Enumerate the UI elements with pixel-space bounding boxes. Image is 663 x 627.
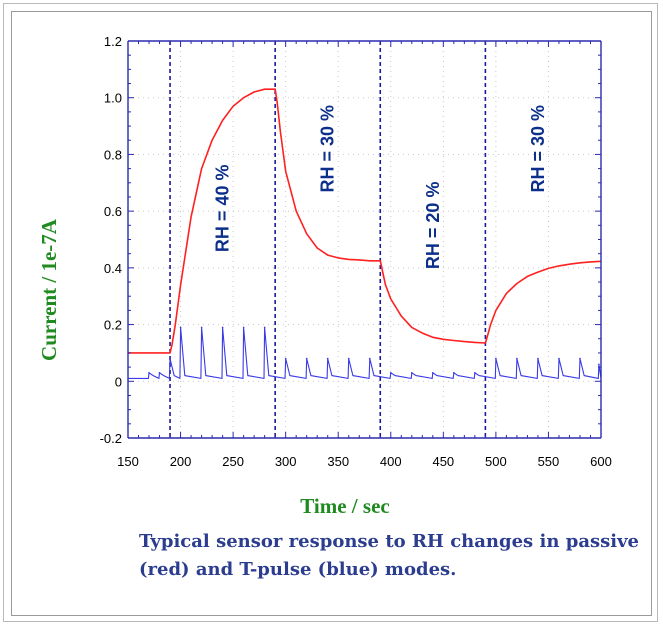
y-tick-label: 1.0 xyxy=(104,91,122,106)
figure-inner-frame xyxy=(11,11,652,616)
pulse-peak-point xyxy=(169,357,171,360)
plot-frame xyxy=(127,40,602,439)
series-passive-line xyxy=(128,88,602,354)
y-tick-label: 0.4 xyxy=(104,261,122,276)
pulse-peak-point xyxy=(368,357,371,360)
pulse-peak-point xyxy=(263,326,266,329)
pulse-peak-point xyxy=(495,357,497,360)
pulse-peak-point xyxy=(558,357,560,360)
pulse-peak-point xyxy=(453,371,455,374)
y-tick-label: 0 xyxy=(115,374,122,389)
x-tick-label: 300 xyxy=(275,454,297,469)
pulse-peak-point xyxy=(242,326,245,329)
pulse-peak-point xyxy=(516,357,518,360)
y-tick-label: 0.2 xyxy=(104,318,122,333)
rh-annotation: RH = 40 % xyxy=(213,165,233,253)
rh-annotation: RH = 30 % xyxy=(318,105,338,193)
pulse-peak-point xyxy=(200,326,203,329)
rh-annotation: RH = 20 % xyxy=(423,182,443,270)
pulse-peak-point xyxy=(411,371,413,374)
y-tick-label: -0.2 xyxy=(100,431,122,446)
pulse-peak-point xyxy=(305,357,308,360)
rh-annotation: RH = 30 % xyxy=(528,105,548,193)
x-tick-label: 400 xyxy=(380,454,402,469)
x-tick-label: 600 xyxy=(590,454,612,469)
x-tick-label: 450 xyxy=(432,454,454,469)
x-tick-label: 200 xyxy=(170,454,192,469)
pulse-peak-point xyxy=(579,357,581,360)
x-axis-label: Time / sec xyxy=(300,494,389,518)
y-tick-label: 0.6 xyxy=(104,204,122,219)
y-axis-label: Current / 1e-7A xyxy=(37,218,61,361)
tick-labels: 150 200 250 300 350 400 450 500 550 600 -0.2 0 0.2 0.… xyxy=(100,34,612,469)
figure-caption: Typical sensor response to RH changes in… xyxy=(139,531,639,580)
pulse-peak-point xyxy=(389,371,392,374)
pulse-peak-point xyxy=(326,357,329,360)
x-tick-label: 550 xyxy=(538,454,560,469)
series-pulse-line xyxy=(128,327,602,380)
x-tick-label: 500 xyxy=(485,454,507,469)
series-layer xyxy=(128,88,602,380)
pulse-peak-point xyxy=(598,363,600,366)
y-tick-label: 0.8 xyxy=(104,147,122,162)
x-tick-label: 350 xyxy=(327,454,349,469)
pulse-peak-point xyxy=(148,371,150,374)
annotations: RH = 40 % RH = 30 % RH = 20 % RH = 30 % xyxy=(213,105,548,269)
pulse-peak-point xyxy=(158,371,161,374)
pulse-peak-point xyxy=(474,371,476,374)
x-tick-label: 150 xyxy=(117,454,139,469)
pulse-peak-point xyxy=(284,357,287,360)
x-tick-label: 250 xyxy=(222,454,244,469)
y-tick-label: 1.2 xyxy=(104,34,122,49)
pulse-peak-point xyxy=(347,357,350,360)
pulse-peak-point xyxy=(537,357,539,360)
pulse-peak-point xyxy=(221,326,224,329)
pulse-peak-point xyxy=(179,326,182,329)
pulse-peak-point xyxy=(432,371,434,374)
